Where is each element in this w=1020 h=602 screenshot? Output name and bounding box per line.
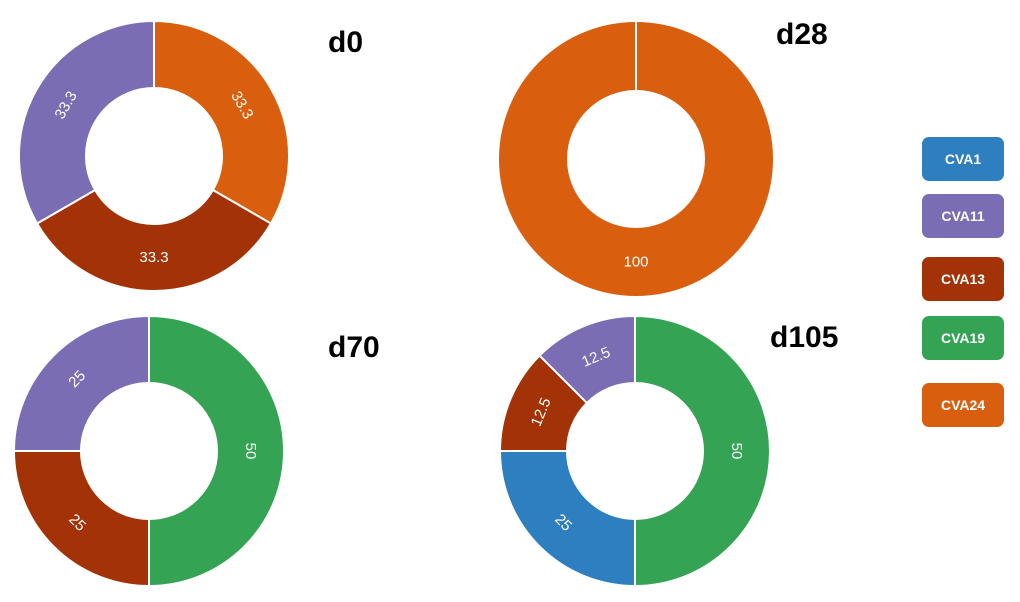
legend-item-cva24: CVA24 (922, 383, 1004, 427)
legend-swatch-cva11 (922, 194, 1004, 238)
slice-label-cva13: 33.3 (139, 249, 168, 266)
chart-title-d28: d28 (776, 18, 828, 51)
legend-label-cva13: CVA13 (941, 271, 985, 287)
legend-item-cva19: CVA19 (922, 316, 1004, 360)
slice-label-cva19: 50 (728, 443, 745, 460)
slice-cva11 (538, 315, 636, 404)
slice-cva13 (36, 189, 272, 292)
legend-item-cva13: CVA13 (922, 257, 1004, 301)
legend-swatch-cva19 (922, 316, 1004, 360)
chart-title-d0: d0 (328, 26, 363, 59)
legend-label-cva19: CVA19 (941, 330, 985, 346)
legend-label-cva1: CVA1 (945, 151, 982, 167)
slice-cva1 (499, 450, 636, 587)
slice-cva24 (153, 20, 290, 225)
slice-cva11 (18, 20, 155, 225)
slice-label-cva24: 100 (623, 254, 648, 271)
chart-title-d70: d70 (328, 331, 380, 364)
legend-swatch-cva13 (922, 257, 1004, 301)
legend-label-cva11: CVA11 (941, 208, 985, 224)
legend-label-cva24: CVA24 (941, 397, 985, 413)
donut-chart-d28: 100 d28 (499, 18, 828, 296)
legend-item-cva11: CVA11 (922, 194, 1004, 238)
slice-cva19 (634, 315, 771, 587)
chart-title-d105: d105 (770, 321, 838, 354)
slice-cva11 (13, 315, 150, 452)
legend-item-cva1: CVA1 (922, 137, 1004, 181)
slice-cva13 (13, 450, 150, 587)
slice-cva19 (148, 315, 285, 587)
legend-swatch-cva24 (922, 383, 1004, 427)
legend: CVA1 CVA11 CVA13 CVA19 CVA24 (922, 137, 1004, 427)
legend-swatch-cva1 (922, 137, 1004, 181)
slice-label-cva19: 50 (242, 443, 259, 460)
donut-chart-d0: 33.333.333.3d0 (18, 20, 363, 292)
